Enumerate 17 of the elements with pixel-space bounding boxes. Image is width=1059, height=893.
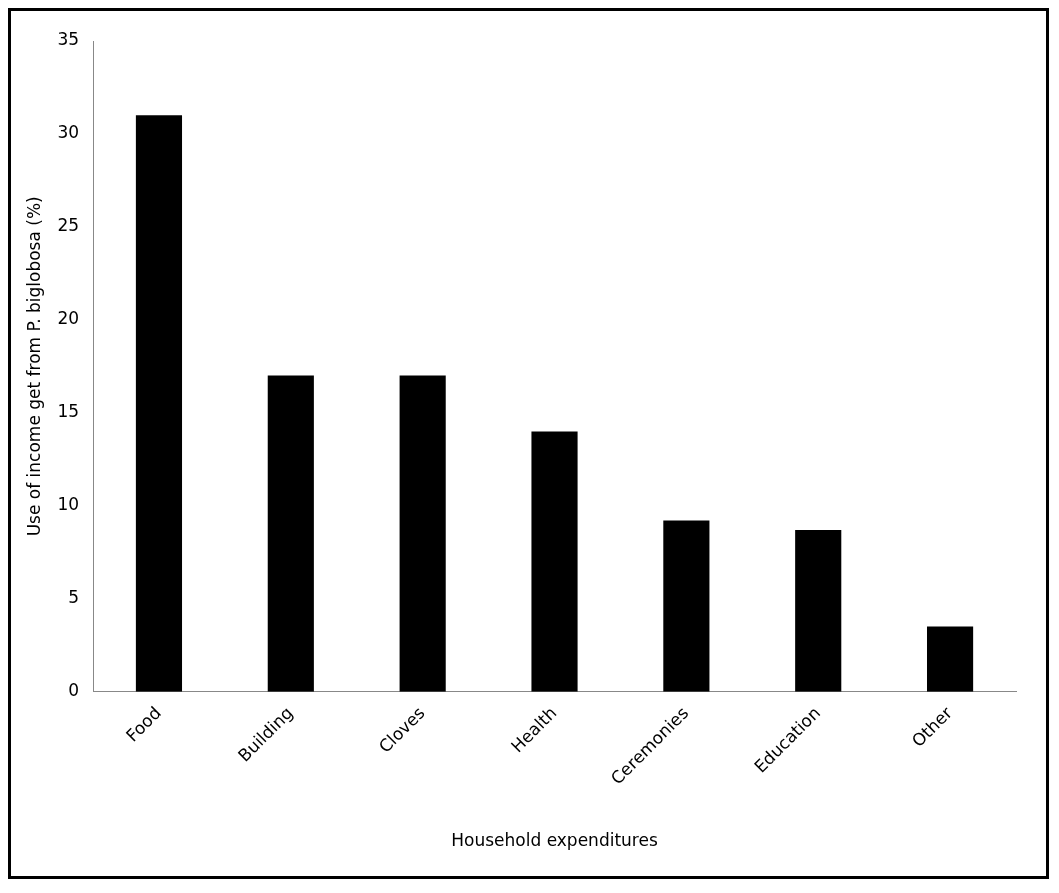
y-tick-label: 5 (68, 587, 80, 608)
bar (399, 375, 446, 692)
bar (135, 115, 183, 692)
bar (795, 529, 842, 692)
bar (531, 431, 578, 692)
bar (267, 375, 314, 692)
y-tick-label: 30 (57, 122, 80, 143)
bar (927, 626, 974, 692)
x-axis-title: Household expenditures (451, 830, 658, 851)
y-axis-title: Use of income get from P. biglobosa (%) (23, 196, 44, 537)
bar (663, 520, 710, 692)
y-tick-label: 20 (57, 308, 80, 329)
y-tick-label: 35 (57, 29, 80, 50)
y-tick-label: 25 (57, 215, 80, 236)
y-tick-label: 15 (57, 401, 80, 422)
y-tick-label: 10 (57, 494, 80, 515)
y-tick-label: 0 (68, 680, 80, 701)
